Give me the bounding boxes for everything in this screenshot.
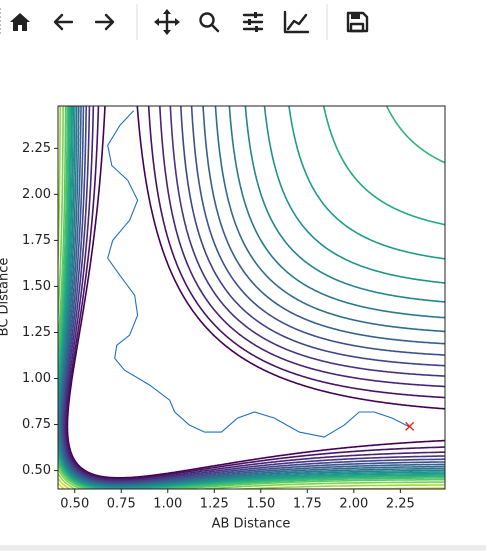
y-tick-label: 1.75 [22, 233, 51, 248]
contour-line [64, 106, 445, 481]
contour-line [58, 477, 445, 489]
contour-line [65, 106, 445, 480]
pan-button[interactable] [152, 6, 182, 38]
save-button[interactable] [342, 6, 372, 38]
forward-button[interactable] [90, 6, 120, 38]
y-tick-label: 0.75 [22, 417, 51, 432]
y-tick-label: 2.00 [22, 187, 51, 202]
x-tick-label: 0.50 [60, 497, 89, 512]
y-tick-label: 2.25 [22, 141, 51, 156]
axes-frame [57, 105, 446, 490]
configure-button[interactable] [238, 6, 268, 38]
x-tick-label: 2.25 [386, 497, 415, 512]
y-tick-label: 1.50 [22, 279, 51, 294]
trajectory-layer [107, 110, 415, 438]
contour-set [58, 106, 445, 489]
contour-line [60, 106, 445, 486]
contour-line [59, 106, 445, 487]
x-tick-label: 1.00 [153, 497, 182, 512]
end-marker [405, 421, 415, 431]
figure: AB Distance BC Distance 0.50 0.75 1.00 1.25… [0, 105, 446, 532]
y-tick-label: 0.50 [22, 463, 51, 478]
x-tick-label: 1.50 [246, 497, 275, 512]
x-tick-label: 1.75 [293, 497, 322, 512]
contour-line [61, 106, 445, 485]
y-tick-label: 1.25 [22, 325, 51, 340]
contour-line [58, 106, 445, 489]
contour-line [63, 106, 445, 482]
contour-line [58, 106, 445, 488]
y-axis-label: BC Distance [0, 258, 12, 337]
contour-line [58, 106, 445, 489]
toolbar [0, 0, 486, 44]
contour-line [62, 106, 445, 484]
contour-line [58, 482, 66, 489]
axes-edit-button[interactable] [281, 6, 311, 38]
zoom-button[interactable] [195, 6, 225, 38]
back-button[interactable] [48, 6, 78, 38]
contour-line [66, 106, 445, 479]
status-bar [0, 545, 486, 551]
x-tick-label: 0.75 [107, 497, 136, 512]
contour-line [58, 106, 445, 489]
x-axis-label: AB Distance [212, 517, 291, 532]
contour-line [58, 106, 445, 489]
contour-line [58, 106, 445, 489]
contour-line [58, 106, 445, 487]
contour-line [58, 106, 445, 489]
x-tick-label: 1.25 [200, 497, 229, 512]
trajectory-line [107, 110, 411, 438]
contour-line [58, 106, 445, 489]
y-tick-label: 1.00 [22, 371, 51, 386]
contour-line [58, 106, 445, 489]
home-button[interactable] [6, 6, 34, 38]
x-tick-label: 2.00 [339, 497, 368, 512]
